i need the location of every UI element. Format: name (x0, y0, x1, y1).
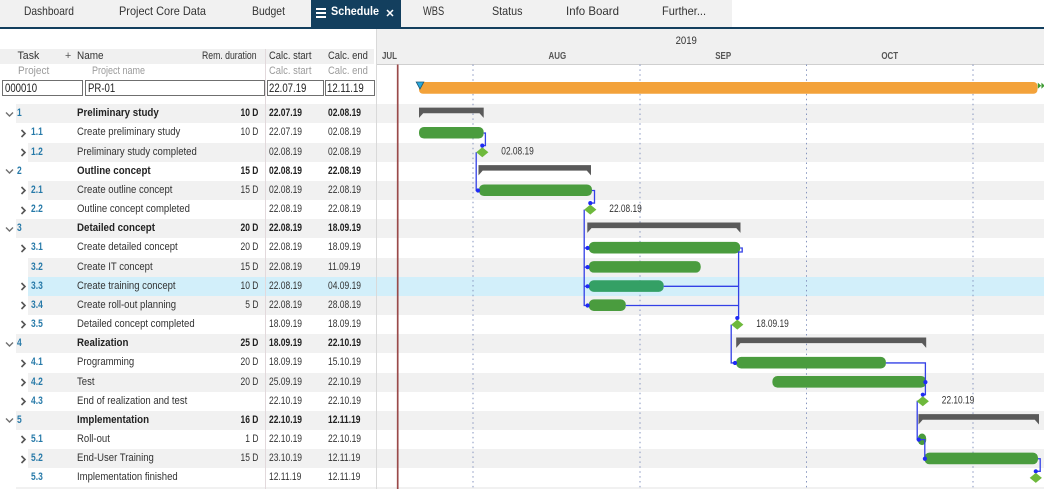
svg-text:18.09.19: 18.09.19 (756, 318, 789, 330)
svg-text:22.10.19: 22.10.19 (942, 395, 975, 407)
svg-text:22.08.19: 22.08.19 (609, 203, 642, 215)
svg-text:02.08.19: 02.08.19 (501, 146, 534, 158)
